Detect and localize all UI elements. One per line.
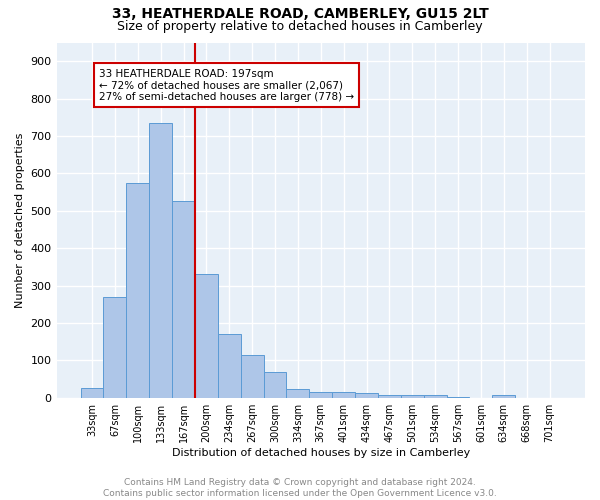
Bar [378,394,401,398]
Bar [195,274,218,398]
Bar [446,396,469,398]
Bar [263,372,286,398]
Text: 33, HEATHERDALE ROAD, CAMBERLEY, GU15 2LT: 33, HEATHERDALE ROAD, CAMBERLEY, GU15 2L… [112,8,488,22]
Bar [103,297,127,398]
Bar [241,354,263,398]
Bar [172,202,195,398]
Bar [286,390,310,398]
Bar [310,392,332,398]
Y-axis label: Number of detached properties: Number of detached properties [15,132,25,308]
Bar [355,393,378,398]
Bar [424,395,446,398]
Bar [332,392,355,398]
Bar [127,182,149,398]
X-axis label: Distribution of detached houses by size in Camberley: Distribution of detached houses by size … [172,448,470,458]
Bar [401,395,424,398]
Bar [493,394,515,398]
Bar [218,334,241,398]
Text: Contains HM Land Registry data © Crown copyright and database right 2024.
Contai: Contains HM Land Registry data © Crown c… [103,478,497,498]
Text: Size of property relative to detached houses in Camberley: Size of property relative to detached ho… [117,20,483,33]
Bar [149,123,172,398]
Bar [80,388,103,398]
Text: 33 HEATHERDALE ROAD: 197sqm
← 72% of detached houses are smaller (2,067)
27% of : 33 HEATHERDALE ROAD: 197sqm ← 72% of det… [99,68,354,102]
